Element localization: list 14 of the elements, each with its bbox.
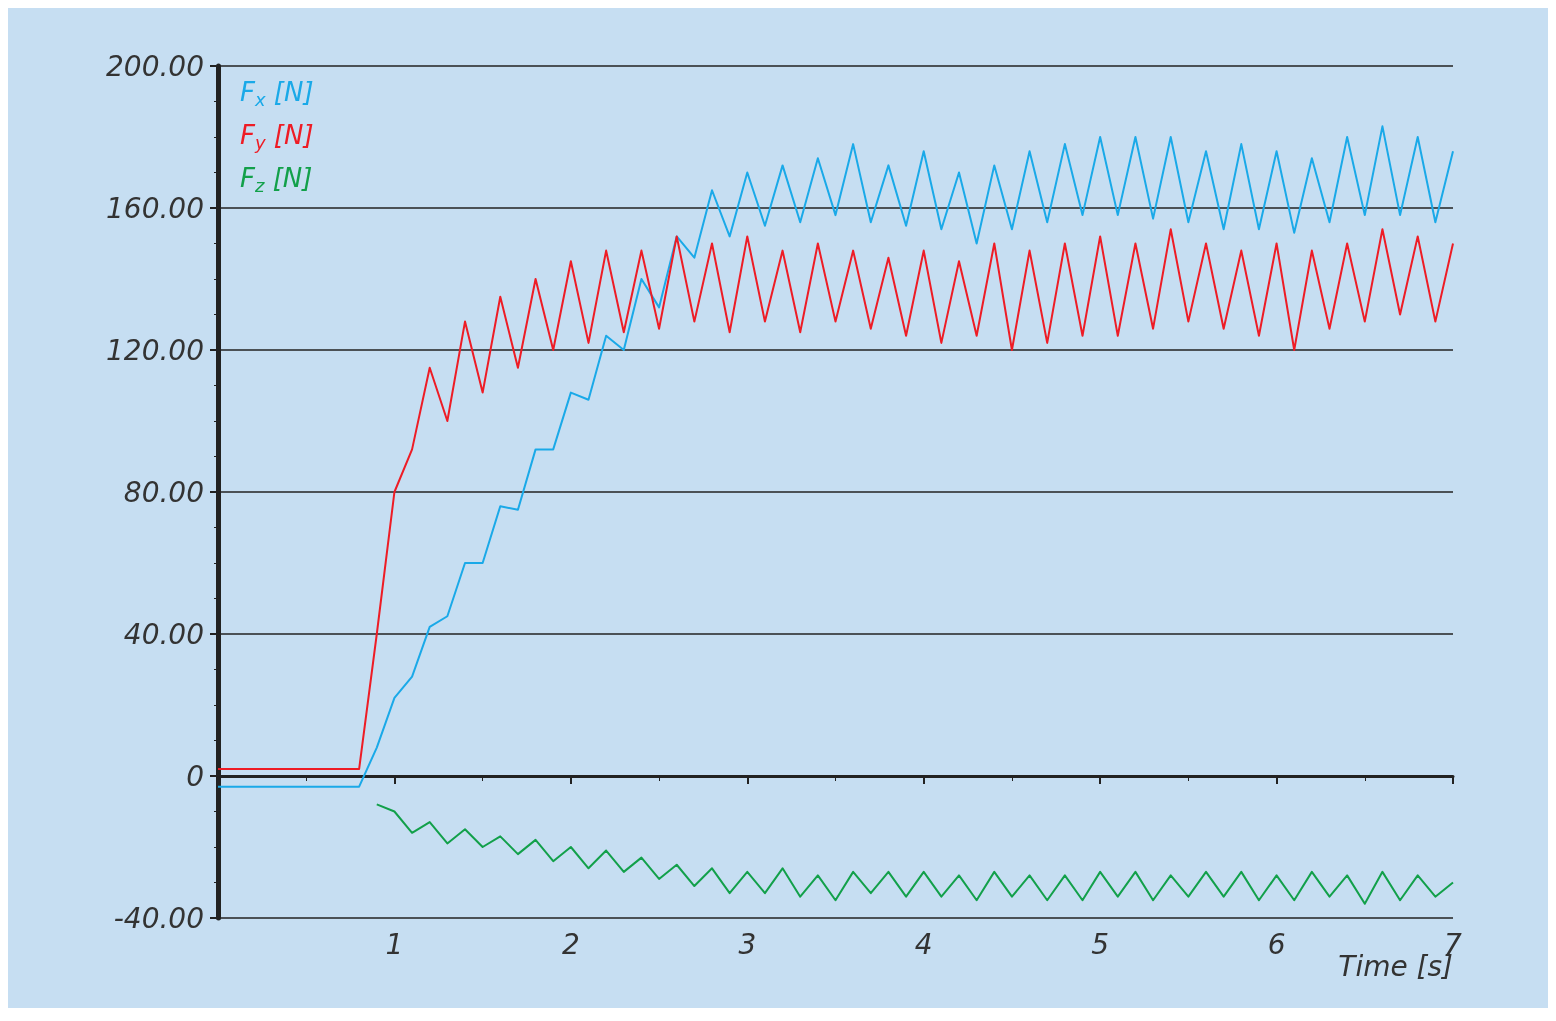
- y-tick-label: 80.00: [123, 475, 204, 509]
- x-tick-label: 2: [561, 927, 580, 961]
- y-tick-label: 120.00: [106, 333, 204, 367]
- y-tick-label: 0: [186, 759, 204, 793]
- x-tick-label: 5: [1091, 927, 1110, 961]
- x-tick-label: 6: [1267, 927, 1286, 961]
- y-tick-label: 40.00: [123, 617, 204, 651]
- y-tick-label: 200.00: [106, 49, 204, 83]
- y-tick-label: -40.00: [113, 901, 204, 935]
- x-tick-label: 1: [385, 927, 404, 961]
- y-tick-label: 160.00: [106, 191, 204, 225]
- line-series: [375, 803, 1454, 905]
- x-tick-label: 3: [738, 927, 757, 961]
- x-tick-label: 4: [914, 927, 933, 961]
